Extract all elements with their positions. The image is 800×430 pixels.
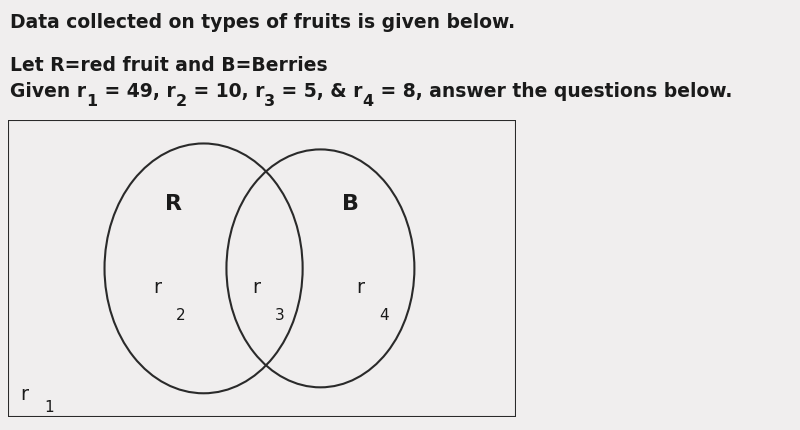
Text: 4: 4: [362, 94, 374, 109]
Text: r: r: [21, 384, 29, 403]
Text: r: r: [356, 277, 364, 296]
Text: Data collected on types of fruits is given below.: Data collected on types of fruits is giv…: [10, 13, 515, 32]
Text: 2: 2: [176, 307, 186, 322]
Text: 4: 4: [379, 307, 389, 322]
Text: 3: 3: [264, 94, 275, 109]
Text: Let R=red fruit and B=Berries: Let R=red fruit and B=Berries: [10, 56, 328, 75]
Text: Given r: Given r: [10, 82, 86, 101]
Text: r: r: [252, 277, 260, 296]
Text: R: R: [165, 194, 182, 213]
Text: 1: 1: [86, 94, 98, 109]
Text: 1: 1: [45, 399, 54, 414]
Text: = 8, answer the questions below.: = 8, answer the questions below.: [374, 82, 732, 101]
Text: 3: 3: [274, 307, 285, 322]
Text: = 10, r: = 10, r: [186, 82, 264, 101]
Text: B: B: [342, 194, 359, 213]
Text: r: r: [153, 277, 161, 296]
Text: = 49, r: = 49, r: [98, 82, 175, 101]
Text: 2: 2: [175, 94, 186, 109]
Text: = 5, & r: = 5, & r: [275, 82, 362, 101]
